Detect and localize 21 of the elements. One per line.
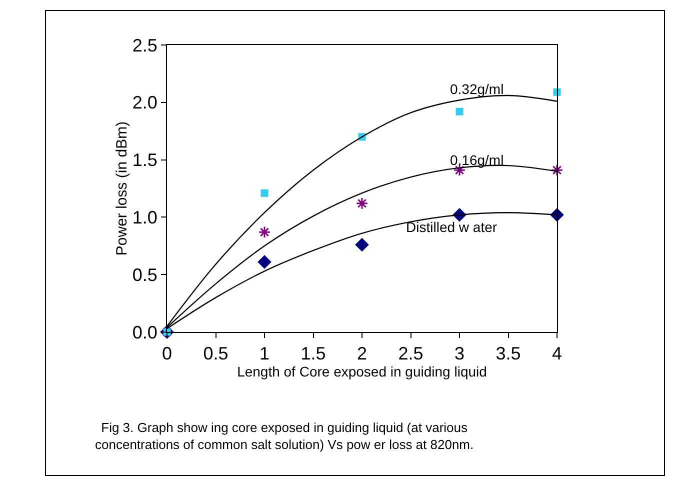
x-tick-label: 1.5 [300, 344, 326, 364]
y-tick-label: 0.0 [132, 322, 158, 342]
y-tick-label: 2.5 [132, 35, 158, 56]
annotation: 0.16g/ml [450, 152, 504, 168]
x-tick-label: 3 [454, 344, 465, 364]
y-tick-label: 2.0 [132, 92, 158, 113]
y-tick-label: 1.0 [132, 208, 158, 228]
y-tick-label: 0.5 [132, 264, 158, 285]
annotation: 0.32g/ml [450, 81, 504, 97]
x-tick-label: 4 [552, 344, 562, 364]
annotation: Distilled w ater [406, 219, 498, 235]
caption: Fig 3. Graph show ing core exposed in guiding liquid (at various concentrations of common salt solution) Vs pow er loss at 820nm. [95, 420, 474, 452]
x-tick-label: 0 [162, 344, 172, 364]
x-tick-label: 2 [356, 344, 368, 364]
x-tick-label: 3.5 [496, 344, 521, 364]
x-tick-label: 2.5 [398, 344, 424, 364]
x-tick-label: 1 [259, 344, 270, 364]
x-axis-title: Length of Core exposed in guiding liquid [237, 364, 487, 380]
x-tick-label: 0.5 [203, 344, 228, 364]
y-axis-title: Power loss (in dBm) [113, 121, 130, 256]
y-tick-label: 1.5 [132, 150, 158, 170]
